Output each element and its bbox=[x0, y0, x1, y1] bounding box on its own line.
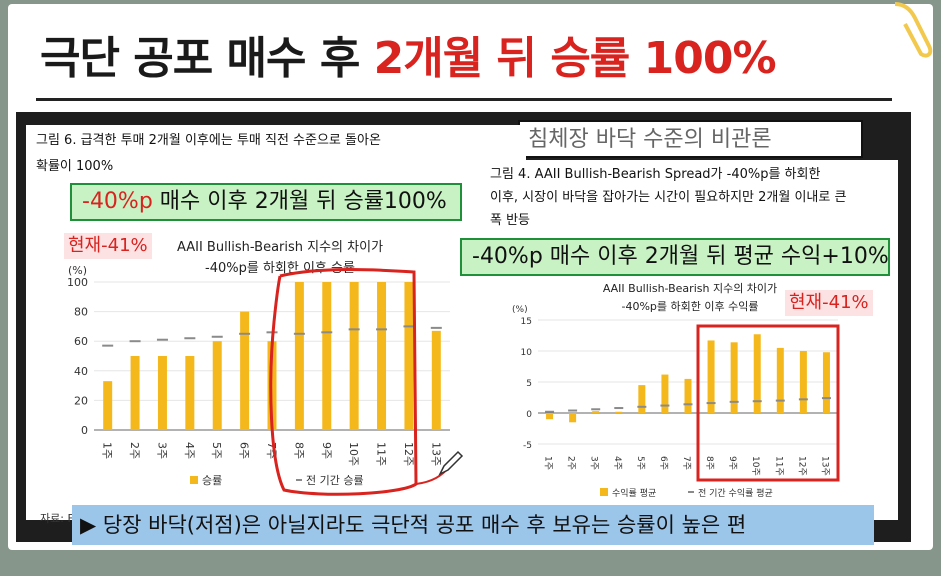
bar bbox=[707, 340, 715, 413]
y-unit-label: (%) bbox=[68, 264, 87, 277]
bar bbox=[753, 334, 761, 413]
left-current-tag: 현재-41% bbox=[64, 233, 152, 259]
right-caption-line3: 폭 반등 bbox=[490, 213, 531, 228]
bar bbox=[684, 378, 692, 413]
y-tick-label: 15 bbox=[521, 317, 532, 327]
bar bbox=[103, 381, 113, 430]
slide-title: 극단 공포 매수 후 2개월 뒤 승률 100% bbox=[40, 22, 777, 86]
x-tick-label: 12주 bbox=[796, 456, 807, 476]
title-underline bbox=[36, 98, 892, 101]
title-main: 극단 공포 매수 후 bbox=[40, 33, 374, 84]
bar bbox=[294, 282, 304, 430]
left-subtitle2: -40%p를 하회한 이후 승률 bbox=[205, 261, 355, 276]
y-tick-label: 20 bbox=[74, 394, 88, 407]
x-tick-label: 1주 bbox=[101, 442, 114, 459]
y-tick-label: 80 bbox=[74, 306, 88, 319]
bar bbox=[431, 330, 441, 430]
x-tick-label: 1주 bbox=[543, 456, 554, 470]
x-tick-label: 9주 bbox=[727, 456, 738, 470]
green-note-red: -40%p bbox=[82, 189, 153, 214]
title-highlight: 2개월 뒤 승률 100% bbox=[373, 33, 777, 84]
green-note-rest: 매수 이후 2개월 뒤 승률100% bbox=[152, 189, 447, 214]
y-tick-label: 60 bbox=[74, 335, 88, 348]
x-tick-label: 8주 bbox=[704, 456, 715, 470]
x-tick-label: 7주 bbox=[681, 456, 692, 470]
x-tick-label: 10주 bbox=[750, 456, 761, 476]
x-tick-label: 11주 bbox=[375, 442, 388, 466]
bar bbox=[546, 413, 554, 420]
bar bbox=[240, 311, 250, 430]
paperclip-icon bbox=[894, 2, 933, 58]
y-tick-label: 10 bbox=[521, 348, 533, 358]
right-current-tag: 현재-41% bbox=[785, 290, 873, 316]
legend-label: 승률 bbox=[202, 474, 222, 487]
banner-partial: 침체장 바닥 수준의 비관론 bbox=[518, 120, 863, 158]
right-subtitle2: -40%p를 하회한 이후 수익률 bbox=[621, 300, 759, 313]
legend-label: 전 기간 승률 bbox=[306, 474, 364, 487]
y-tick-label: 40 bbox=[74, 365, 88, 378]
x-tick-label: 13주 bbox=[429, 442, 442, 466]
left-subtitle1: AAII Bullish-Bearish 지수의 차이가 bbox=[176, 240, 384, 255]
x-tick-label: 6주 bbox=[238, 442, 251, 459]
right-caption-line1: 그림 4. AAII Bullish-Bearish Spread가 -40%p… bbox=[490, 167, 821, 182]
x-tick-label: 3주 bbox=[589, 456, 600, 470]
x-tick-label: 6주 bbox=[658, 456, 669, 470]
left-caption-line1: 그림 6. 급격한 투매 2개월 이후에는 투매 직전 수준으로 돌아온 bbox=[36, 133, 381, 148]
bar bbox=[615, 411, 623, 413]
bar bbox=[661, 374, 669, 413]
x-tick-label: 4주 bbox=[183, 442, 196, 459]
bar bbox=[212, 341, 222, 430]
y-tick-label: 0 bbox=[81, 424, 88, 437]
bar bbox=[130, 356, 140, 430]
bar bbox=[638, 385, 646, 413]
y-tick-label: 0 bbox=[526, 410, 532, 420]
x-tick-label: 5주 bbox=[210, 442, 223, 459]
bar bbox=[776, 347, 784, 413]
left-caption-line2: 확률이 100% bbox=[36, 159, 114, 174]
x-tick-label: 13주 bbox=[819, 456, 830, 476]
right-panel bbox=[488, 160, 898, 520]
y-tick-label: -5 bbox=[523, 441, 532, 451]
legend-swatch-bar bbox=[190, 476, 198, 484]
x-tick-label: 4주 bbox=[612, 456, 623, 470]
right-highlight-box bbox=[696, 324, 840, 482]
bar bbox=[185, 356, 195, 430]
x-tick-label: 2주 bbox=[128, 442, 141, 459]
x-tick-label: 12주 bbox=[402, 442, 415, 466]
bar bbox=[799, 351, 807, 413]
bar bbox=[377, 282, 387, 430]
bottom-summary-band: ▶ 당장 바닥(저점)은 아닐지라도 극단적 공포 매수 후 보유는 승률이 높… bbox=[72, 505, 874, 545]
right-subtitle1: AAII Bullish-Bearish 지수의 차이가 bbox=[602, 282, 778, 295]
x-tick-label: 3주 bbox=[155, 442, 168, 459]
bar bbox=[822, 352, 830, 413]
y-tick-label: 5 bbox=[526, 379, 532, 389]
bar bbox=[592, 411, 600, 413]
x-tick-label: 10주 bbox=[347, 442, 360, 466]
bar bbox=[404, 282, 414, 430]
legend-label: 수익률 평균 bbox=[612, 487, 656, 499]
right-chart: (%) -5 0 5 10 15 1주 2주 3주 4주 5주 6주 7주 8주 9주 10주 11주 12주 13… bbox=[512, 305, 838, 499]
left-green-note: -40%p 매수 이후 2개월 뒤 승률100% bbox=[70, 183, 462, 221]
right-green-note: -40%p 매수 이후 2개월 뒤 평균 수익+10% bbox=[460, 238, 890, 276]
legend-label: 전 기간 수익률 평균 bbox=[698, 487, 773, 499]
bar bbox=[349, 282, 359, 430]
x-tick-label: 5주 bbox=[635, 456, 646, 470]
y-tick-label: 100 bbox=[67, 276, 88, 289]
pen-cursor-icon bbox=[438, 450, 464, 476]
x-tick-label: 11주 bbox=[773, 456, 784, 476]
x-tick-label: 8주 bbox=[292, 442, 305, 459]
bar bbox=[569, 413, 577, 423]
x-tick-label: 2주 bbox=[566, 456, 577, 470]
legend-swatch-bar bbox=[600, 488, 608, 496]
right-caption-line2: 이후, 시장이 바닥을 잡아가는 시간이 필요하지만 2개월 이내로 큰 bbox=[490, 190, 847, 205]
x-tick-label: 9주 bbox=[320, 442, 333, 459]
bar bbox=[730, 342, 738, 413]
bar bbox=[322, 282, 332, 430]
bar bbox=[157, 356, 167, 430]
y-unit-label: (%) bbox=[512, 305, 528, 315]
source-note: 자료: F bbox=[40, 512, 74, 525]
